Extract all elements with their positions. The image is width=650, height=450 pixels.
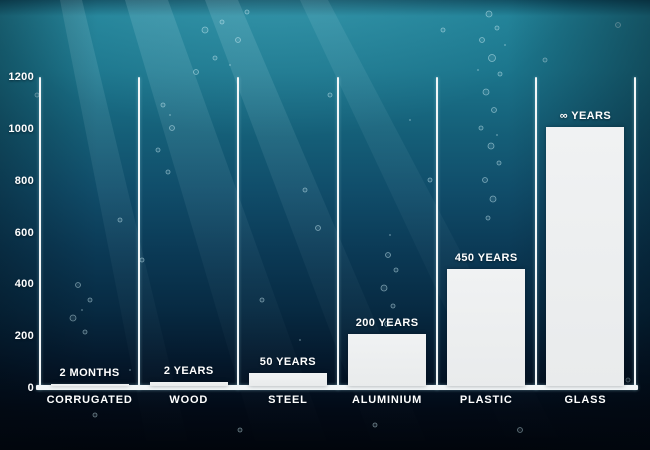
y-tick-label: 1000 [8,122,34,135]
grid-line-vertical [138,77,141,390]
x-axis-baseline [36,385,638,390]
bar [50,383,129,386]
category-label: STEEL [268,394,308,406]
grid-line-vertical [634,77,636,390]
category-label: ALUMINIUM [352,394,423,406]
bar [348,334,427,386]
bar-value-label: 450 YEARS [454,252,518,265]
bar [546,126,625,386]
grid-line-vertical [435,77,438,390]
category-label: GLASS [564,394,607,406]
category-label: WOOD [169,394,209,406]
category-label: CORRUGATED [46,394,133,406]
grid-line-vertical [237,77,240,390]
bar [248,373,327,386]
bar [149,382,228,386]
bar-value-label: 2 YEARS [163,365,214,378]
bar-value-label: 200 YEARS [355,317,419,330]
y-tick-label: 1200 [8,71,34,83]
bar [447,269,526,386]
y-axis-line [39,77,41,390]
y-tick-label: 800 [14,174,34,187]
y-tick-label: 600 [14,226,34,239]
bar-value-label: 2 MONTHS [59,366,120,379]
y-tick-label: 400 [14,278,34,291]
category-label: PLASTIC [459,394,513,406]
grid-line-vertical [336,77,339,390]
y-tick-label: 200 [14,330,34,343]
grid-line-vertical [534,77,537,390]
bar-value-label: 50 YEARS [259,356,316,369]
y-tick-label: 0 [27,382,34,394]
bar-value-label: ∞ YEARS [559,109,612,122]
